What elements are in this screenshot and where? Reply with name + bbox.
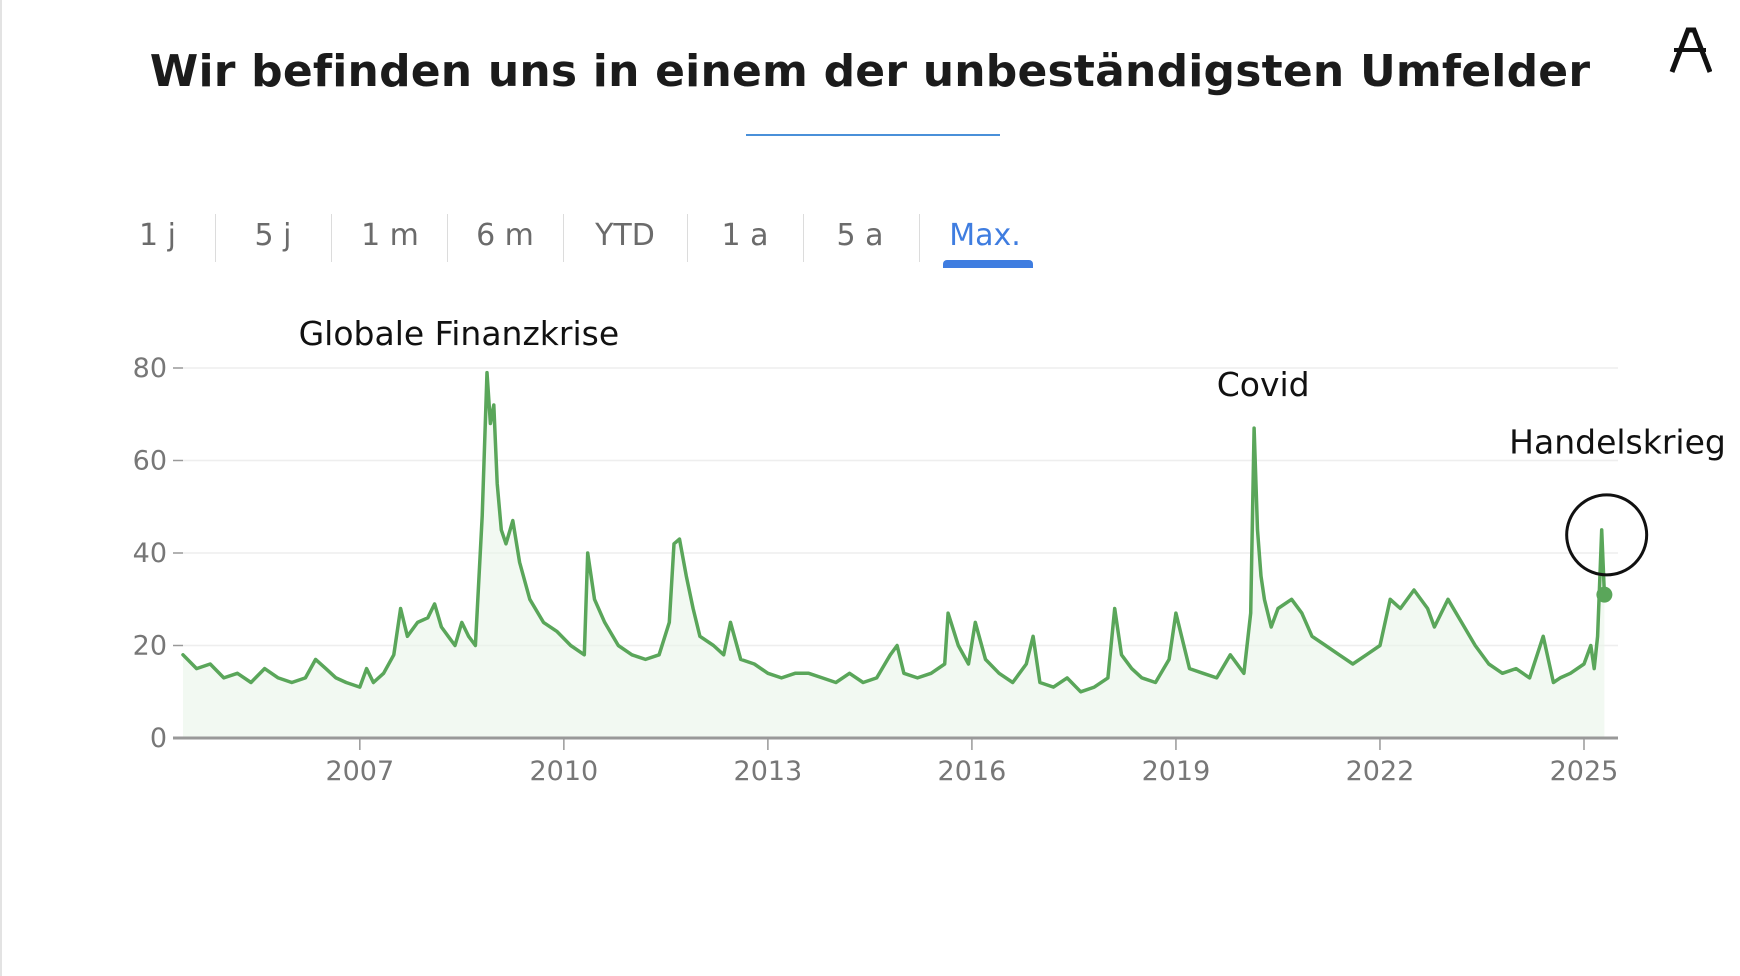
series-area: [183, 372, 1605, 738]
chart-annotation: Covid: [1217, 365, 1310, 404]
chart-annotation: Handelskrieg: [1509, 423, 1726, 462]
x-tick-label: 2013: [734, 756, 803, 787]
x-tick-label: 2010: [529, 756, 598, 787]
x-tick-label: 2019: [1142, 756, 1211, 787]
y-tick-label: 40: [133, 538, 167, 569]
tab-separator: [563, 214, 564, 262]
tab-1j[interactable]: 1 j: [139, 218, 176, 253]
handelskrieg-highlight-circle: [1565, 493, 1649, 577]
tab-5j[interactable]: 5 j: [254, 218, 292, 253]
letter-a-logo-icon: [1669, 27, 1712, 73]
tab-ytd[interactable]: YTD: [595, 218, 655, 253]
slide-title: Wir befinden uns in einem der unbeständi…: [149, 46, 1591, 97]
tab-6m[interactable]: 6 m: [476, 218, 534, 253]
tab-separator: [919, 214, 920, 262]
chart-endpoint: [1596, 586, 1613, 603]
time-range-tabs: 1 j 5 j 1 m 6 m YTD 1 a 5 a Max.: [135, 208, 1175, 268]
slide-left-border: [0, 0, 2, 976]
tab-separator: [447, 214, 448, 262]
series-endpoint-dot: [1596, 586, 1613, 603]
tab-1m[interactable]: 1 m: [361, 218, 419, 253]
x-tick-label: 2022: [1346, 756, 1415, 787]
tab-separator: [687, 214, 688, 262]
series-line: [181, 370, 1607, 694]
y-tick-label: 0: [150, 723, 167, 754]
active-tab-indicator: [943, 260, 1033, 268]
tab-1a[interactable]: 1 a: [721, 218, 769, 253]
x-axis-ticks: 2007 2010 2013 2016 2019 2022 2025: [325, 738, 1618, 787]
tab-separator: [803, 214, 804, 262]
chart-series-line: [181, 370, 1607, 694]
chart-annotation: Globale Finanzkrise: [299, 314, 620, 353]
tab-separator: [331, 214, 332, 262]
chart-area-fill: [183, 372, 1605, 738]
x-tick-label: 2016: [938, 756, 1007, 787]
x-tick-label: 2025: [1550, 756, 1619, 787]
title-underline: [746, 134, 1000, 136]
x-tick-label: 2007: [325, 756, 394, 787]
y-tick-label: 60: [133, 446, 167, 477]
y-tick-label: 20: [133, 631, 167, 662]
tab-max[interactable]: Max.: [949, 218, 1021, 253]
tab-5a[interactable]: 5 a: [836, 218, 884, 253]
y-tick-label: 80: [133, 353, 167, 384]
chart-annotations: Globale Finanzkrise Covid Handelskrieg: [299, 314, 1726, 577]
y-axis-ticks: 0 20 40 60 80: [133, 353, 183, 754]
tab-separator: [215, 214, 216, 262]
